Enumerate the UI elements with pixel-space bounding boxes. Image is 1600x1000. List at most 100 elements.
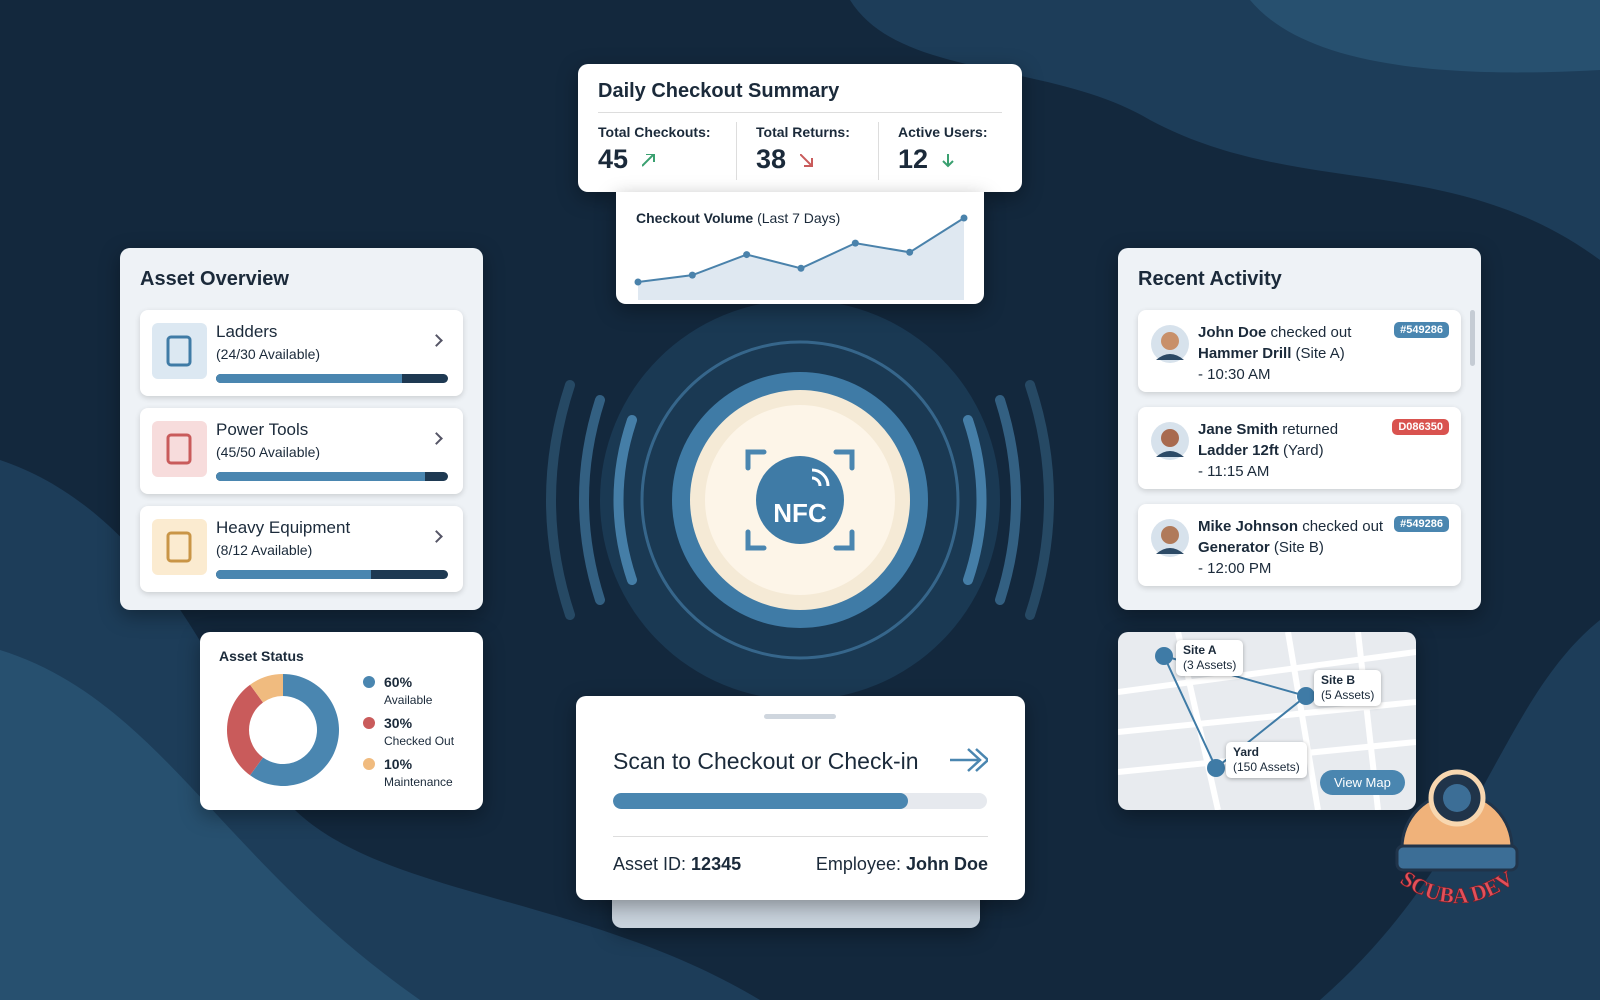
point — [634, 278, 642, 286]
routes — [1162, 654, 1309, 770]
logo: SCUBA DEV — [1395, 769, 1519, 909]
glyph — [166, 531, 192, 563]
divider — [613, 836, 988, 837]
asset-icon — [152, 519, 207, 575]
activity-item[interactable]: John Doe checked out Hammer Drill (Site … — [1138, 310, 1461, 392]
site-count: (150 Assets) — [1233, 760, 1300, 774]
availability-bar — [216, 472, 425, 481]
asset: Generator — [1198, 539, 1270, 556]
availability-bar — [216, 374, 402, 383]
scan-arrow — [950, 748, 988, 772]
logo-textpath: SCUBA DEV — [1396, 865, 1518, 908]
recent-activity: Recent Activity John Doe checked out Ham… — [1118, 248, 1481, 610]
legend-label: Maintenance — [384, 775, 453, 789]
wave — [0, 650, 420, 1000]
site-pin[interactable]: Yard (150 Assets) — [1226, 742, 1307, 778]
activity-item[interactable]: Jane Smith returned Ladder 12ft (Yard) - … — [1138, 407, 1461, 489]
asset-availability: (8/12 Available) — [216, 542, 313, 558]
asset-icon — [152, 323, 207, 379]
point — [797, 264, 805, 272]
action: returned — [1282, 421, 1339, 438]
activity-title: Recent Activity — [1138, 268, 1282, 290]
icon-glyph — [166, 433, 192, 465]
time: - 11:15 AM — [1198, 463, 1270, 480]
volume-card: Checkout Volume (Last 7 Days) — [616, 192, 984, 304]
asset-icon — [152, 421, 207, 477]
label: Asset ID: — [613, 854, 687, 874]
actor: Jane Smith — [1198, 421, 1279, 438]
avatar-face — [1161, 429, 1179, 447]
legend-value: 10% — [384, 756, 413, 772]
glass — [1443, 784, 1471, 812]
avatar — [1151, 325, 1189, 363]
activity-text: John Doe checked out Hammer Drill (Site … — [1198, 322, 1388, 385]
avatar-face — [1161, 332, 1179, 350]
site-pin[interactable]: Site A (3 Assets) — [1176, 640, 1244, 676]
avatar-body — [1156, 354, 1184, 360]
scan-progress — [613, 793, 909, 809]
scrollbar[interactable] — [1470, 310, 1475, 366]
tag: #549286 — [1394, 516, 1449, 532]
avatar-body — [1156, 548, 1184, 554]
chevron[interactable] — [430, 530, 443, 543]
location: (Site B) — [1273, 539, 1324, 556]
trend-arrow — [800, 154, 813, 167]
legend-dot — [363, 676, 375, 688]
tag: D086350 — [1392, 419, 1449, 435]
legend-value: 30% — [384, 715, 413, 731]
asset-name: Ladders — [216, 322, 278, 341]
stat-value: 38 — [756, 144, 787, 174]
chart-title: Checkout Volume — [636, 210, 754, 226]
glyph — [166, 335, 192, 367]
scan-frame — [745, 449, 855, 551]
legend-label: Checked Out — [384, 734, 455, 748]
stat-value: 12 — [898, 144, 929, 174]
collar — [1395, 844, 1519, 872]
asset: Hammer Drill — [1198, 345, 1292, 362]
employee: Employee: John Doe — [816, 854, 988, 875]
asset-name: Heavy Equipment — [216, 518, 351, 537]
asset-availability: (45/50 Available) — [216, 444, 321, 460]
time: - 12:00 PM — [1198, 560, 1272, 577]
chart-subtitle: (Last 7 Days) — [757, 210, 841, 226]
action: checked out — [1270, 324, 1352, 341]
asset-item[interactable]: Ladders (24/30 Available) — [140, 310, 463, 396]
trend-icon — [942, 154, 954, 168]
stat-label: Active Users: — [898, 124, 988, 140]
stat-value: 45 — [598, 144, 629, 174]
activity-item[interactable]: Mike Johnson checked out Generator (Site… — [1138, 504, 1461, 586]
legend-label: Available — [384, 693, 433, 707]
nfc-signal — [811, 468, 830, 487]
availability-bar — [216, 570, 372, 579]
site-name: Site A — [1183, 643, 1217, 657]
scan-title: Scan to Checkout or Check-in — [613, 748, 919, 774]
asset-name: Power Tools — [216, 420, 309, 439]
line-chart — [634, 214, 968, 300]
scan-track — [613, 793, 987, 809]
asset-item[interactable]: Power Tools (45/50 Available) — [140, 408, 463, 494]
chevron[interactable] — [430, 334, 443, 347]
asset-overview: Asset Overview Ladders (24/30 Available) P… — [120, 248, 483, 610]
tag: #549286 — [1394, 322, 1449, 338]
chevron[interactable] — [430, 432, 443, 445]
wave — [1250, 0, 1600, 73]
stat-label: Total Returns: — [756, 124, 850, 140]
divider — [736, 122, 737, 180]
summary-title: Daily Checkout Summary — [598, 80, 840, 102]
availability-track — [216, 472, 448, 481]
trend-arrow — [942, 154, 954, 168]
asset-item[interactable]: Heavy Equipment (8/12 Available) — [140, 506, 463, 592]
trend-arrow — [642, 154, 655, 167]
donut-chart: 60% Available 30% Checked Out 10% Maintenance — [227, 674, 455, 789]
actor: Mike Johnson — [1198, 518, 1299, 535]
site-pin[interactable]: Site B (5 Assets) — [1314, 670, 1382, 706]
action: checked out — [1302, 518, 1384, 535]
view-map-button[interactable]: View Map — [1320, 770, 1405, 795]
donut-slice — [227, 684, 264, 776]
stat-label: Total Checkouts: — [598, 124, 711, 140]
divider — [598, 112, 1002, 113]
area — [638, 218, 964, 300]
activity-text: Jane Smith returned Ladder 12ft (Yard) - … — [1198, 419, 1388, 482]
